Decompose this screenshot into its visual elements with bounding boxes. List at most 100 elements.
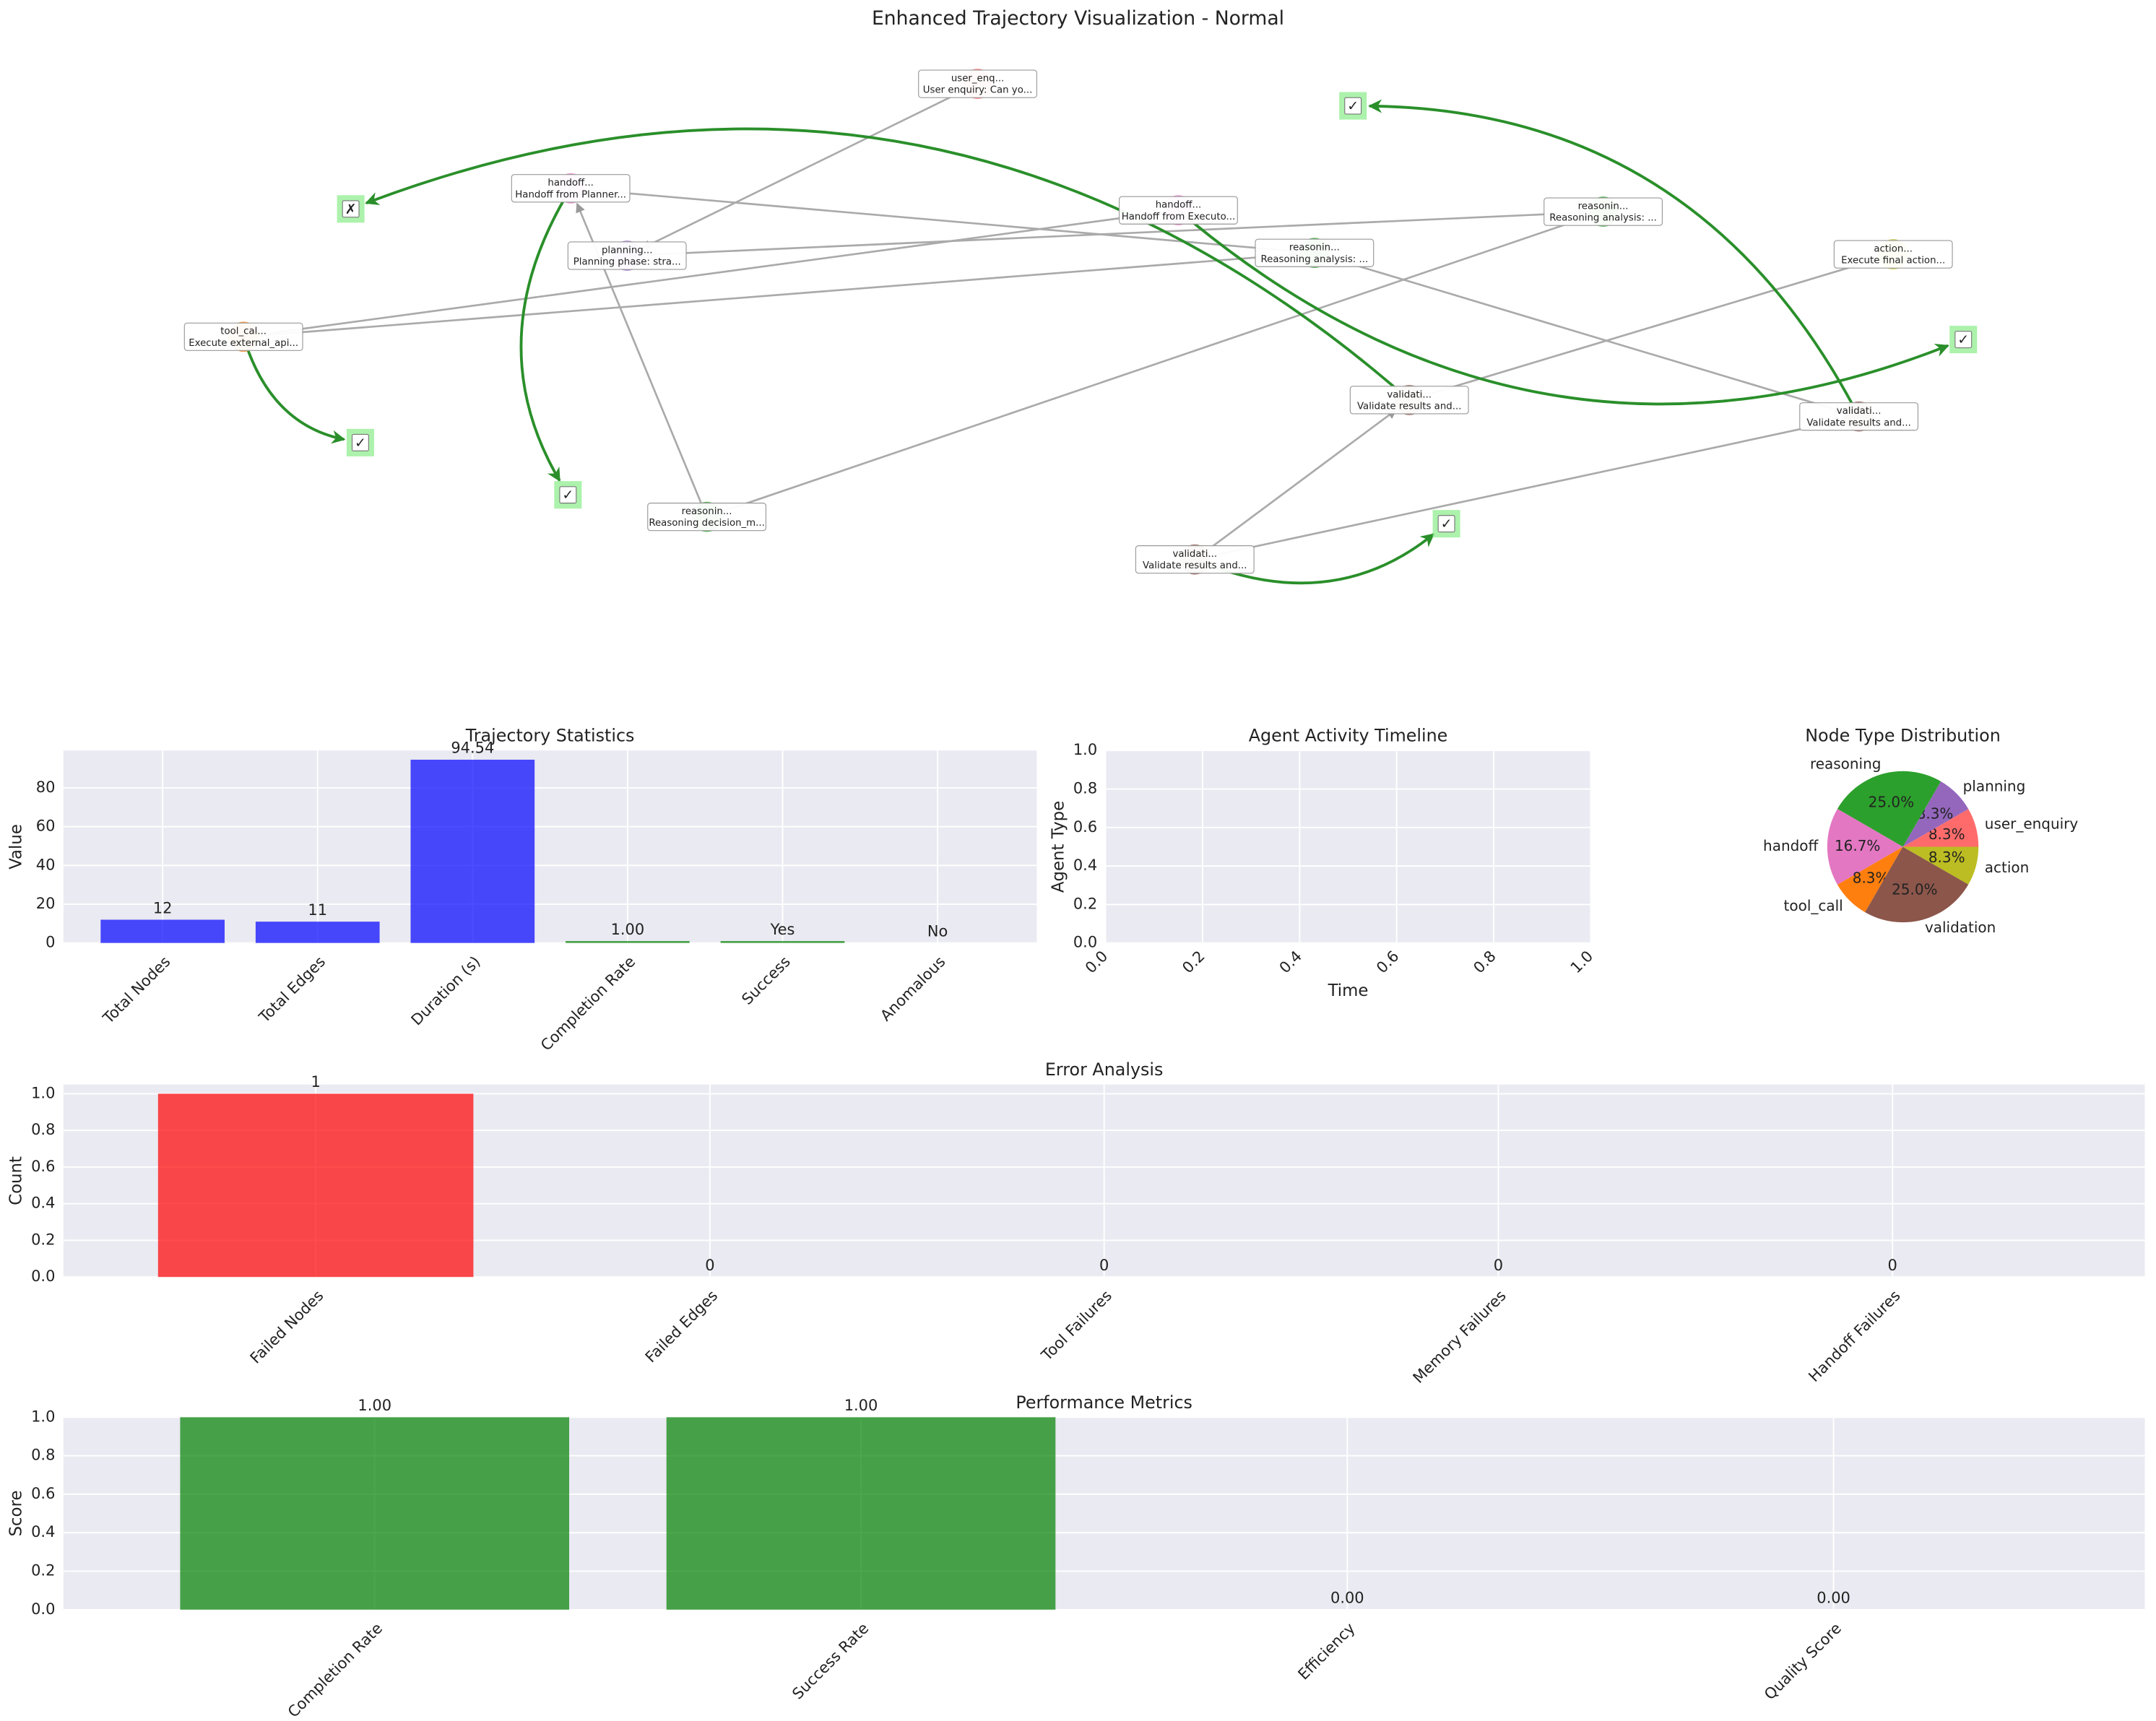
bar [566, 941, 690, 943]
node-name: handoff... [1156, 200, 1202, 211]
node-text: Reasoning decision_m... [649, 518, 765, 529]
node-label-box [647, 503, 767, 532]
node-text: Handoff from Planner... [515, 189, 626, 200]
value-label: 11 [308, 901, 327, 919]
edge [243, 250, 1299, 338]
value-label: No [927, 922, 948, 940]
node-name: reasonin... [1578, 201, 1629, 212]
edge [627, 208, 1588, 257]
edge [571, 187, 1299, 256]
chart-title: Performance Metrics [1016, 1392, 1192, 1413]
node-text: Planning phase: stra... [573, 257, 681, 268]
value-label: 0 [1494, 1257, 1503, 1274]
y-tick-label: 0.8 [1073, 780, 1097, 797]
y-tick-label: 0.0 [1073, 934, 1097, 951]
y-tick-label: 0.0 [31, 1267, 55, 1285]
edge [243, 209, 1164, 338]
y-tick-label: 60 [36, 818, 56, 835]
pie-slice [1902, 781, 1969, 847]
y-axis-label: Score [7, 1491, 26, 1537]
value-label: 1 [311, 1073, 320, 1091]
y-tick-label: 0.2 [31, 1231, 55, 1248]
status-symbol: ✗ [345, 201, 357, 217]
value-label: 0 [1099, 1257, 1109, 1274]
status-box [1344, 97, 1362, 115]
y-tick-label: 0.4 [31, 1195, 55, 1212]
node-name: tool_cal... [220, 326, 267, 337]
value-label: 94.54 [451, 740, 494, 757]
value-label: 1.00 [844, 1397, 878, 1414]
y-tick-label: 0.6 [31, 1485, 55, 1502]
y-tick-label: 0.4 [1073, 857, 1097, 874]
edge [706, 215, 1589, 518]
pie-label: reasoning [1810, 755, 1881, 773]
pie-slice [1837, 771, 1941, 847]
y-tick-label: 0.2 [31, 1562, 55, 1579]
status-box [1437, 515, 1455, 533]
node-text: Validate results and... [1143, 560, 1247, 571]
status-box [559, 486, 577, 504]
node-text: Execute final action... [1841, 256, 1945, 266]
page-title: Enhanced Trajectory Visualization - Norm… [872, 7, 1284, 30]
node-text: Validate results and... [1357, 401, 1461, 412]
status-symbol: ✓ [1957, 332, 1969, 348]
edge [1195, 417, 1844, 560]
status-symbol: ✓ [562, 487, 573, 503]
node-label-box [1135, 545, 1255, 574]
chart-title: Error Analysis [1045, 1059, 1164, 1080]
status-symbol: ✓ [1347, 98, 1359, 114]
node-name: reasonin... [1289, 243, 1340, 253]
y-tick-label: 0.6 [1073, 818, 1097, 836]
node-label-box [567, 241, 687, 270]
node-text: Validate results and... [1806, 417, 1910, 428]
pie-slice [1865, 846, 1969, 923]
bar [720, 941, 845, 943]
node-label-box [1255, 238, 1374, 267]
value-label: 1.00 [611, 921, 645, 938]
status-symbol: ✓ [1441, 516, 1453, 532]
y-axis-label: Value [7, 824, 26, 870]
pie-label: tool_call [1784, 897, 1843, 914]
pie-value-label: 25.0% [1892, 881, 1937, 898]
node-text: Reasoning analysis: ... [1261, 254, 1369, 265]
y-tick-label: 20 [36, 895, 56, 912]
y-tick-label: 0 [46, 934, 55, 951]
chart-title: Agent Activity Timeline [1249, 726, 1448, 746]
y-tick-label: 0.8 [31, 1447, 55, 1464]
node-name: validati... [1837, 406, 1882, 417]
y-tick-label: 0.0 [31, 1600, 55, 1618]
node-text: Execute external_api... [189, 338, 298, 349]
bar [410, 759, 535, 943]
value-label: 1.00 [358, 1397, 391, 1414]
node-text: Reasoning analysis: ... [1549, 213, 1657, 224]
node-label-box [1833, 240, 1953, 269]
node-name: planning... [602, 245, 652, 256]
pie-value-label: 16.7% [1835, 837, 1880, 854]
edge [1408, 256, 1879, 402]
value-label: 0 [705, 1257, 714, 1274]
bar [180, 1417, 570, 1610]
bar [666, 1417, 1056, 1610]
node-text: User enquiry: Can yo... [923, 85, 1033, 96]
node-name: validati... [1172, 549, 1217, 560]
status-arrow [1177, 209, 1949, 406]
y-tick-label: 1.0 [31, 1084, 55, 1101]
plot-area [1105, 750, 1591, 943]
y-tick-label: 0.2 [1073, 895, 1097, 912]
y-tick-label: 0.8 [31, 1121, 55, 1138]
value-label: 12 [153, 899, 173, 916]
node-name: handoff... [547, 178, 594, 188]
status-box [351, 433, 369, 451]
node-label-box [1799, 402, 1919, 431]
edge [641, 82, 979, 250]
node-label-box [183, 322, 303, 351]
pie-value-label: 8.3% [1928, 849, 1965, 866]
chart-title: Trajectory Statistics [465, 726, 635, 746]
pie-label: validation [1925, 919, 1996, 936]
node-label-box [511, 174, 631, 203]
pie-slice [1837, 846, 1903, 913]
node-name: action... [1874, 244, 1913, 255]
pie-slice [1827, 808, 1903, 885]
bar [157, 1093, 474, 1278]
